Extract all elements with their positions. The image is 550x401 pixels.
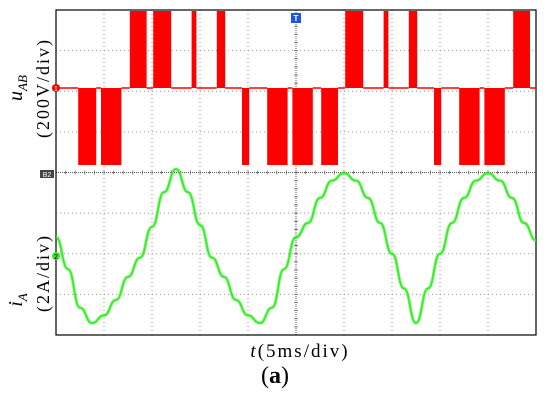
voltage-subscript: AB: [15, 75, 30, 92]
current-symbol: i: [5, 301, 27, 307]
current-subscript: A: [15, 293, 30, 302]
voltage-pwm-block: [292, 88, 313, 165]
current-trace: [55, 167, 537, 325]
voltage-pwm-block: [459, 88, 480, 165]
voltage-pwm-block: [153, 11, 172, 88]
voltage-pwm-block: [129, 11, 147, 88]
voltage-pwm-block: [242, 88, 250, 165]
trigger-marker-label: T: [294, 14, 299, 23]
voltage-channel-marker: [52, 84, 60, 92]
voltage-pwm-block: [484, 88, 505, 165]
current-channel-number: 2: [54, 254, 58, 261]
voltage-pwm-block: [434, 88, 442, 165]
scope-grid: [55, 9, 537, 336]
voltage-symbol: u: [5, 91, 27, 101]
caption-letter: a: [269, 363, 281, 389]
voltage-channel-number: 1: [54, 86, 58, 93]
voltage-pwm-block: [267, 88, 288, 165]
scope-frame: [55, 9, 537, 336]
voltage-ylabel: uAB: [5, 75, 30, 101]
x-axis-symbol: t: [250, 341, 257, 362]
voltage-pwm-block: [408, 11, 418, 88]
figure-caption: (a): [0, 363, 550, 390]
trigger-marker: [291, 13, 301, 23]
voltage-scale-label: (200V/div): [33, 38, 54, 138]
channel-markers: 1 2 T B2: [40, 13, 301, 261]
x-axis-scale: (5ms/div): [258, 341, 350, 362]
voltage-pwm-block: [513, 11, 530, 88]
ground-marker: [40, 170, 54, 178]
x-axis-label: t(5ms/div): [250, 341, 349, 362]
caption-close: ): [281, 363, 289, 389]
current-ylabel: iA: [5, 293, 30, 307]
current-channel-marker: [52, 252, 60, 260]
current-scale-label: (2A/div): [33, 234, 54, 312]
voltage-pwm-block: [345, 11, 364, 88]
voltage-pwm-block: [383, 11, 389, 88]
current-waveform: [55, 168, 537, 324]
voltage-pwm-block: [216, 11, 226, 88]
voltage-pwm-block: [321, 88, 338, 165]
voltage-trace: [56, 11, 536, 165]
voltage-pwm-block: [191, 11, 197, 88]
caption-open: (: [261, 363, 269, 389]
voltage-pwm-block: [101, 88, 122, 165]
ground-marker-label: B2: [43, 172, 52, 179]
voltage-pwm-block: [78, 88, 97, 165]
